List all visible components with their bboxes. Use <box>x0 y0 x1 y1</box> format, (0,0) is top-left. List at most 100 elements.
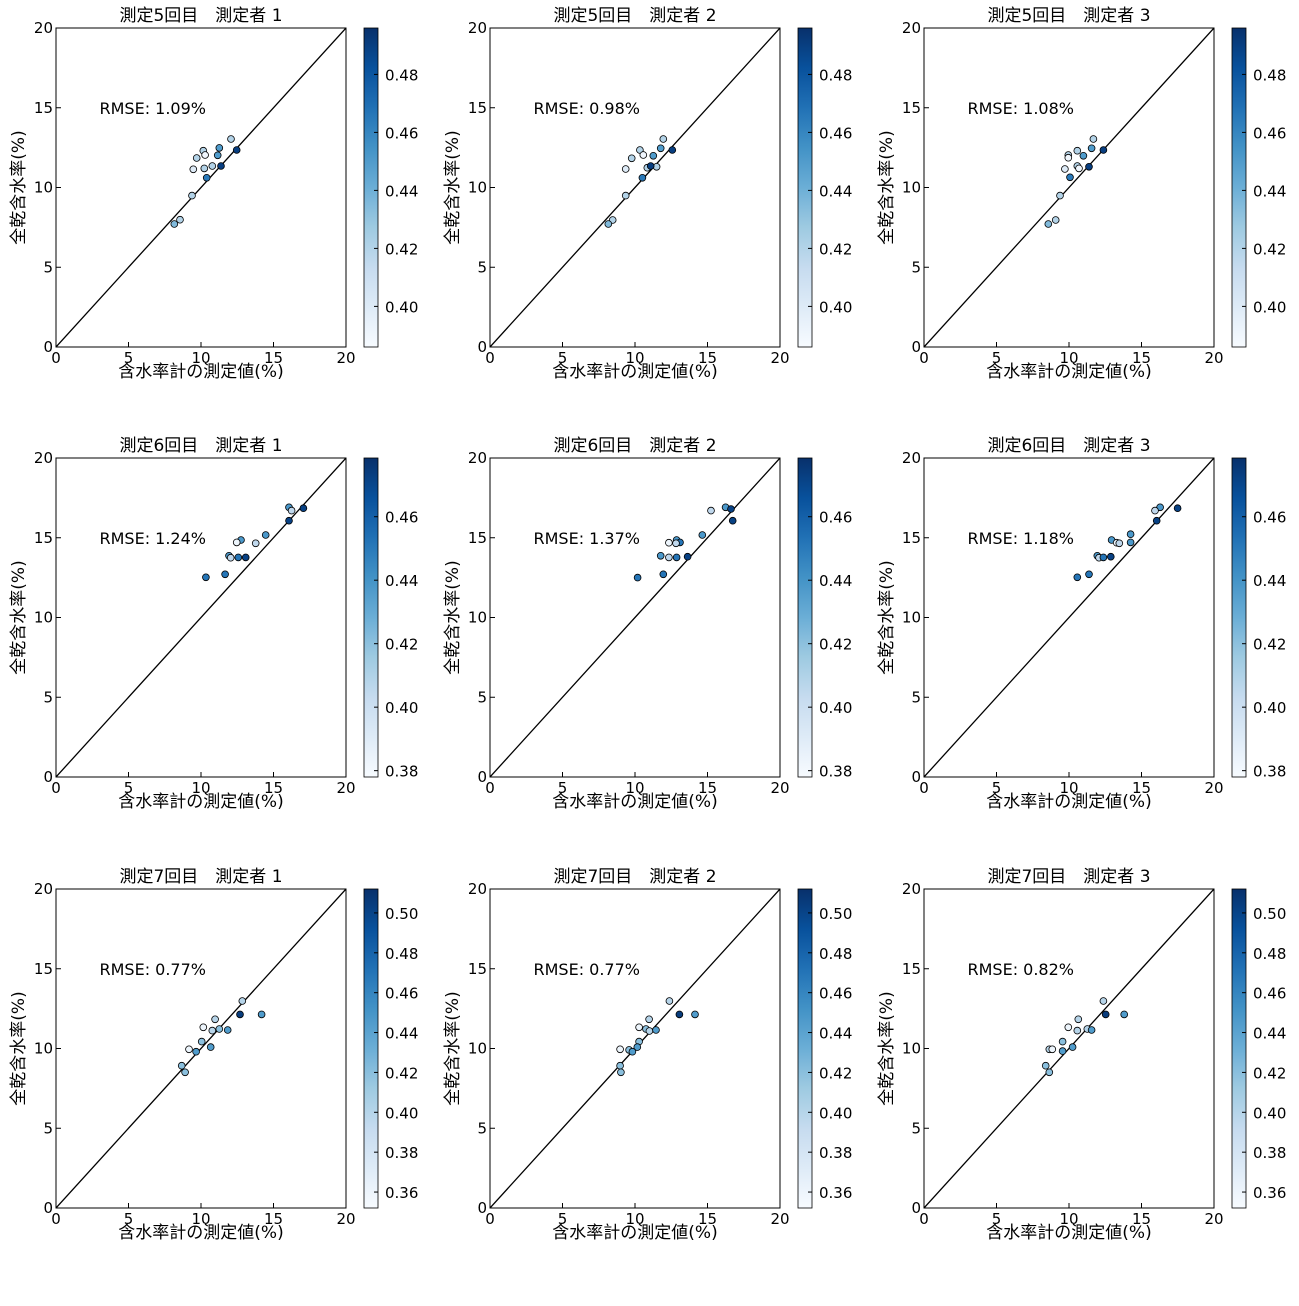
x-tick-label: 5 <box>992 1210 1002 1228</box>
colorbar-tick-label: 0.44 <box>385 182 418 200</box>
data-point <box>672 539 680 548</box>
data-point <box>635 1023 643 1032</box>
rmse-annotation: RMSE: 0.82% <box>968 960 1075 979</box>
data-point <box>189 165 198 174</box>
y-tick-label: 10 <box>468 179 487 197</box>
data-point <box>199 1023 208 1032</box>
data-point <box>188 191 196 200</box>
subplot-1: 0 5 10 15 20 0 5 10 15 20 測定5回目 測定者 1 含水率計の測定値(%) 全乾… <box>9 6 418 382</box>
data-point <box>617 1068 625 1077</box>
data-point <box>707 506 715 515</box>
rmse-annotation: RMSE: 1.08% <box>968 99 1075 118</box>
subplot-3: 0 5 10 15 20 0 5 10 15 20 測定5回目 測定者 3 含水率計の測定値(%) 全乾… <box>877 6 1286 382</box>
y-tick-label: 5 <box>477 258 487 276</box>
y-tick-label: 20 <box>34 880 53 898</box>
x-tick-label: 5 <box>992 779 1002 797</box>
data-point <box>1126 538 1135 547</box>
data-point <box>1041 1061 1050 1070</box>
y-axis-label: 全乾含水率(%) <box>443 991 463 1105</box>
colorbar <box>1231 27 1247 348</box>
colorbar-tick-label: 0.50 <box>819 905 852 923</box>
x-tick-label: 15 <box>698 349 717 367</box>
y-tick-label: 10 <box>34 609 53 627</box>
subplot-title: 測定5回目 測定者 1 <box>119 6 282 26</box>
data-point <box>1099 997 1108 1005</box>
x-tick-label: 10 <box>625 1210 644 1228</box>
colorbar-tick-label: 0.46 <box>819 985 852 1003</box>
y-tick-label: 5 <box>477 1119 487 1137</box>
x-tick-label: 5 <box>558 349 568 367</box>
y-tick-label: 5 <box>43 688 53 706</box>
x-tick-label: 5 <box>124 1210 134 1228</box>
colorbar <box>797 27 813 348</box>
colorbar <box>1231 457 1247 778</box>
y-axis-label: 全乾含水率(%) <box>9 991 29 1105</box>
x-axis-label: 含水率計の測定値(%) <box>118 1223 283 1243</box>
x-tick-label: 5 <box>124 779 134 797</box>
data-point <box>1064 153 1073 162</box>
x-axis-label: 含水率計の測定値(%) <box>118 362 283 382</box>
data-point <box>1107 552 1115 561</box>
x-tick-label: 0 <box>919 1210 929 1228</box>
colorbar-tick-label: 0.40 <box>385 1104 418 1122</box>
data-point <box>659 135 668 143</box>
x-tick-label: 20 <box>1204 349 1223 367</box>
data-point <box>1152 516 1161 525</box>
colorbar-tick-label: 0.42 <box>385 240 418 258</box>
x-axis-label: 含水率計の測定値(%) <box>552 1223 717 1243</box>
data-point <box>665 538 673 547</box>
data-point <box>616 1061 624 1070</box>
x-tick-label: 20 <box>336 779 355 797</box>
x-axis-label: 含水率計の測定値(%) <box>552 792 717 812</box>
data-point <box>645 1015 653 1024</box>
data-point <box>1058 1037 1067 1046</box>
subplot-9: 0 5 10 15 20 0 5 10 15 20 測定7回目 測定者 3 含水率計の測定値(%) 全乾… <box>877 867 1286 1243</box>
x-tick-label: 10 <box>191 349 210 367</box>
data-point <box>1099 146 1108 154</box>
colorbar <box>797 457 813 778</box>
x-tick-label: 20 <box>1204 1210 1223 1228</box>
x-tick-label: 0 <box>51 779 61 797</box>
subplot-title: 測定7回目 測定者 3 <box>987 867 1150 887</box>
x-tick-label: 20 <box>770 1210 789 1228</box>
x-axis-label: 含水率計の測定値(%) <box>986 1223 1151 1243</box>
colorbar <box>363 457 379 778</box>
rmse-annotation: RMSE: 1.18% <box>968 529 1075 548</box>
y-tick-label: 20 <box>34 19 53 37</box>
y-tick-label: 5 <box>911 258 921 276</box>
subplot-4: 0 5 10 15 20 0 5 10 15 20 測定6回目 測定者 1 含水率計の測定値(%) 全乾… <box>9 436 418 812</box>
data-point <box>1151 506 1159 515</box>
data-point <box>1056 191 1064 200</box>
data-point <box>232 146 241 154</box>
colorbar-tick-label: 0.36 <box>819 1184 852 1202</box>
data-point <box>649 152 658 160</box>
y-tick-label: 15 <box>902 960 921 978</box>
y-tick-label: 10 <box>902 179 921 197</box>
data-point <box>638 174 647 182</box>
colorbar-tick-label: 0.42 <box>819 1064 852 1082</box>
x-tick-label: 15 <box>1132 349 1151 367</box>
data-point <box>1058 1047 1067 1055</box>
data-point <box>1099 553 1108 562</box>
reference-line <box>56 458 346 777</box>
reference-line <box>924 458 1214 777</box>
colorbar-tick-label: 0.48 <box>385 66 418 84</box>
colorbar-tick-label: 0.48 <box>385 945 418 963</box>
colorbar-tick-label: 0.44 <box>1253 1025 1286 1043</box>
data-point <box>1051 216 1060 224</box>
data-point <box>1115 539 1124 548</box>
data-point <box>672 553 681 562</box>
rmse-annotation: RMSE: 0.98% <box>534 99 641 118</box>
colorbar-tick-label: 0.44 <box>385 572 418 590</box>
x-tick-label: 20 <box>336 349 355 367</box>
data-point <box>639 151 648 159</box>
y-tick-label: 5 <box>43 1119 53 1137</box>
colorbar-tick-label: 0.42 <box>819 636 852 654</box>
colorbar-tick-label: 0.48 <box>819 66 852 84</box>
y-tick-label: 15 <box>902 99 921 117</box>
data-point <box>1173 504 1182 513</box>
y-tick-label: 0 <box>43 338 53 356</box>
y-axis-label: 全乾含水率(%) <box>443 130 463 244</box>
y-tick-label: 20 <box>468 19 487 37</box>
